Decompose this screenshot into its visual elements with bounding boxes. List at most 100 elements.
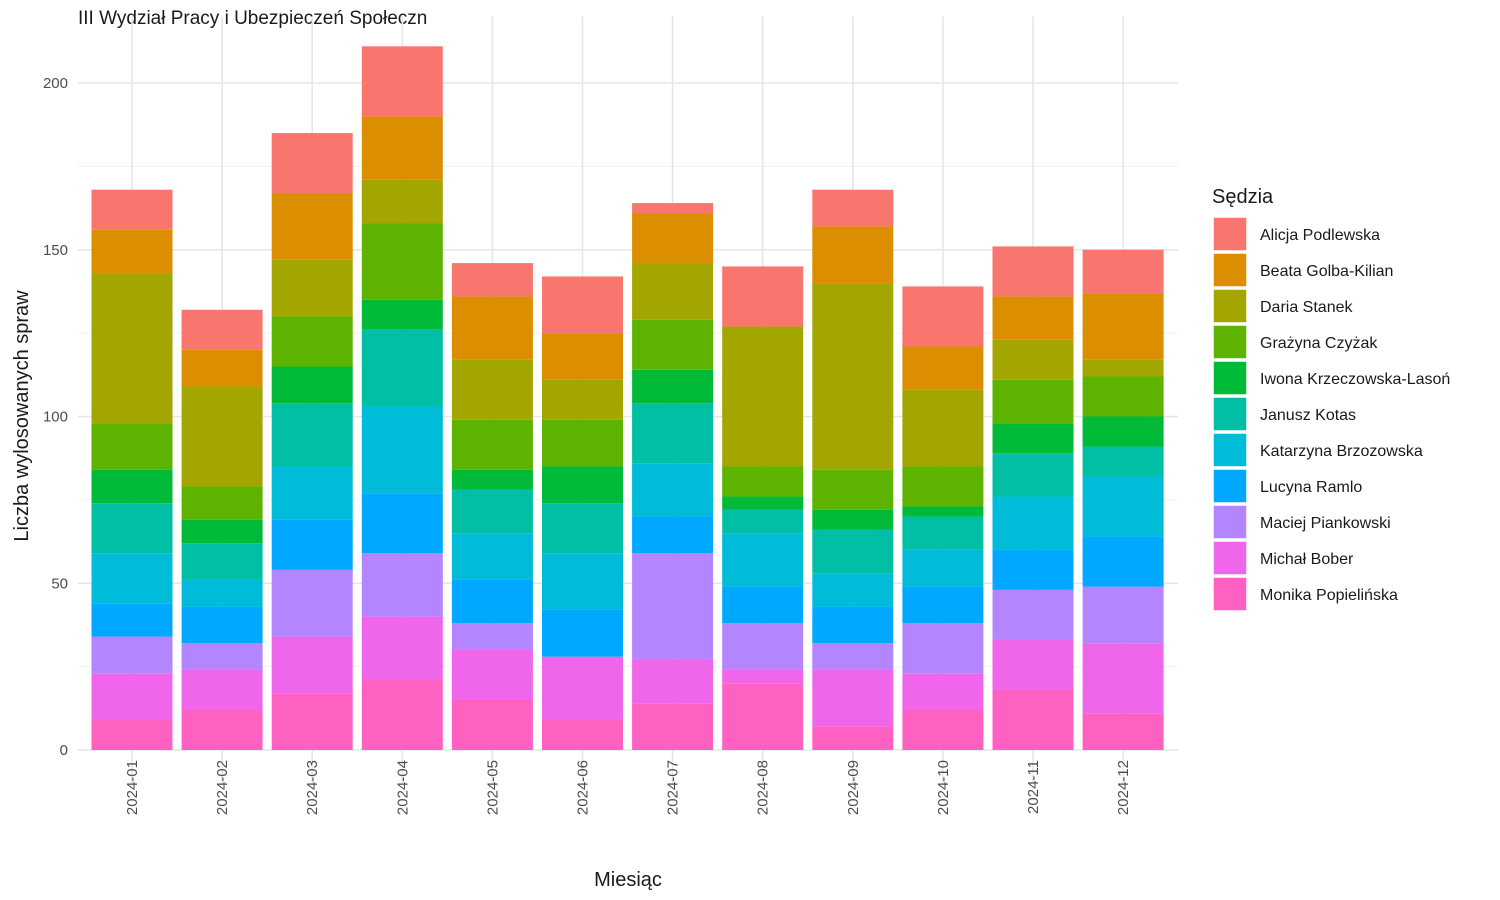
bar-segment xyxy=(271,569,353,637)
bar-segment xyxy=(722,326,804,467)
bar-segment xyxy=(361,46,443,117)
legend-swatch xyxy=(1212,360,1248,396)
legend-swatch xyxy=(1212,432,1248,468)
bar-segment xyxy=(91,636,173,674)
bar-stack-2024-02 xyxy=(181,309,263,750)
legend-item: Lucyna Ramlo xyxy=(1212,468,1362,504)
legend-swatch xyxy=(1212,468,1248,504)
bar-segment xyxy=(632,516,714,554)
bar-segment xyxy=(902,549,984,587)
bar-segment xyxy=(361,616,443,680)
bar-segment xyxy=(181,309,263,350)
legend-label: Daria Stanek xyxy=(1260,299,1353,316)
bar-segment xyxy=(181,643,263,670)
bar-segment xyxy=(361,116,443,180)
bar-segment xyxy=(722,266,804,327)
bar-segment xyxy=(632,403,714,464)
bar-segment xyxy=(181,709,263,750)
legend-title: Sędzia xyxy=(1212,186,1274,208)
x-tick-label: 2024-04 xyxy=(394,760,411,815)
legend-item: Beata Golba-Kilian xyxy=(1212,252,1393,288)
bar-stack-2024-12 xyxy=(1082,249,1164,750)
bar-segment xyxy=(542,503,623,554)
bar-segment xyxy=(181,579,263,607)
bar-segment xyxy=(812,529,894,574)
bar-segment xyxy=(91,229,173,274)
bar-segment xyxy=(992,453,1074,497)
bar-segment xyxy=(722,533,804,587)
bar-segment xyxy=(992,589,1074,640)
y-axis-title: Liczba wylosowanych spraw xyxy=(11,290,33,542)
bar-segment xyxy=(722,683,804,750)
bar-segment xyxy=(451,533,533,580)
bar-segment xyxy=(632,659,714,704)
x-tick-label: 2024-12 xyxy=(1115,760,1132,815)
bar-segment xyxy=(91,553,173,604)
legend-label: Katarzyna Brzozowska xyxy=(1260,443,1423,460)
legend-swatch xyxy=(1212,288,1248,324)
legend-item: Iwona Krzeczowska-Lasoń xyxy=(1212,360,1450,396)
chart-title: III Wydział Pracy i Ubezpieczeń Społeczn xyxy=(78,8,428,29)
x-tick-label: 2024-10 xyxy=(935,760,952,815)
bar-segment xyxy=(542,419,623,467)
bar-segment xyxy=(451,419,533,470)
bar-stack-2024-03 xyxy=(271,133,353,750)
bar-segment xyxy=(812,669,894,727)
bar-segment xyxy=(992,639,1074,690)
bar-segment xyxy=(271,466,353,520)
x-tick-label: 2024-09 xyxy=(845,760,862,815)
bar-segment xyxy=(632,263,714,320)
bar-segment xyxy=(542,719,623,750)
bar-segment xyxy=(1082,416,1164,447)
bar-segment xyxy=(722,623,804,670)
bar-segment xyxy=(181,543,263,580)
bar-segment xyxy=(271,366,353,404)
bar-segment xyxy=(1082,293,1164,360)
bar-segment xyxy=(1082,446,1164,477)
bar-segment xyxy=(722,669,804,684)
bar-segment xyxy=(992,379,1074,424)
x-tick-label: 2024-06 xyxy=(575,760,592,815)
bar-segment xyxy=(1082,713,1164,750)
bar-stack-2024-06 xyxy=(542,276,623,750)
bar-segment xyxy=(542,466,623,504)
bar-segment xyxy=(902,286,984,347)
y-tick-label: 200 xyxy=(43,75,68,92)
bar-segment xyxy=(91,469,173,504)
bar-segment xyxy=(451,623,533,650)
legend-label: Michał Bober xyxy=(1260,551,1354,568)
bar-segment xyxy=(632,463,714,517)
bar-segment xyxy=(271,259,353,317)
legend-item: Alicja Podlewska xyxy=(1212,216,1380,252)
x-tick-label: 2024-07 xyxy=(665,760,682,815)
bar-segment xyxy=(271,693,353,750)
y-tick-label: 0 xyxy=(60,742,68,759)
bar-segment xyxy=(632,203,714,214)
bar-segment xyxy=(451,469,533,490)
bar-stack-2024-09 xyxy=(812,189,894,750)
x-tick-label: 2024-02 xyxy=(214,760,231,815)
bar-segment xyxy=(271,403,353,467)
legend-item: Monika Popielińska xyxy=(1212,576,1398,612)
bar-segment xyxy=(812,509,894,530)
bar-segment xyxy=(181,606,263,644)
x-tick-label: 2024-11 xyxy=(1025,760,1042,814)
bar-segment xyxy=(271,519,353,570)
bar-segment xyxy=(271,193,353,260)
legend-swatch xyxy=(1212,216,1248,252)
bar-segment xyxy=(632,319,714,370)
bar-segment xyxy=(91,603,173,637)
bar-segment xyxy=(992,246,1074,297)
bar-segment xyxy=(181,486,263,520)
bar-segment xyxy=(1082,586,1164,644)
bar-segment xyxy=(902,623,984,674)
bar-segment xyxy=(902,389,984,467)
bar-segment xyxy=(1082,536,1164,587)
bar-segment xyxy=(992,689,1074,750)
legend-swatch xyxy=(1212,504,1248,540)
bar-stack-2024-04 xyxy=(361,46,443,750)
bar-segment xyxy=(812,643,894,670)
bar-segment xyxy=(812,573,894,607)
legend-swatch xyxy=(1212,540,1248,576)
bar-segment xyxy=(271,133,353,194)
